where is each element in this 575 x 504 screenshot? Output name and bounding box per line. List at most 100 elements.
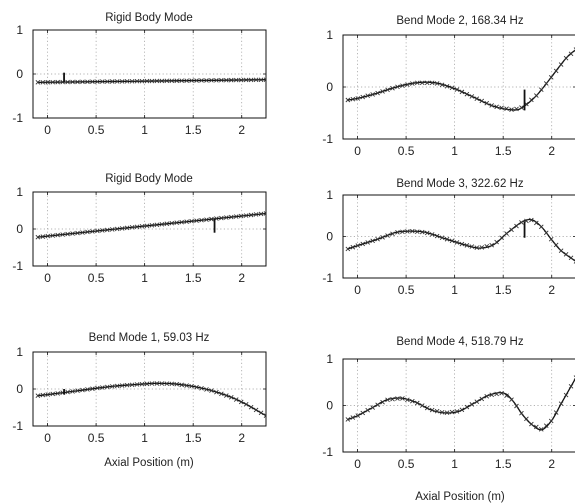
measured-point	[253, 212, 259, 217]
panel-rigid-body-mode-2: Rigid Body Mode 0 0.5 1 1.5 2 -1 0 1	[12, 173, 267, 285]
measured-point	[514, 403, 519, 409]
measured-point	[129, 225, 135, 230]
measured-point	[169, 220, 175, 226]
x-tick-label: 0	[354, 144, 361, 158]
y-tick-label: 0	[326, 80, 333, 94]
measured-point	[228, 394, 234, 400]
measured-point	[563, 55, 569, 61]
measured-point	[395, 396, 400, 401]
x-tick-label: 1	[451, 144, 458, 158]
measured-point	[439, 409, 445, 415]
measured-point	[449, 409, 455, 415]
measured-point	[224, 77, 229, 83]
measured-point	[568, 255, 574, 261]
measured-point	[204, 387, 209, 392]
measured-point	[434, 81, 440, 86]
measured-point	[514, 223, 519, 229]
measured-point	[243, 402, 249, 407]
x-tick-label: 2	[548, 144, 555, 158]
measured-point	[70, 79, 75, 85]
x-tick-label: 2	[548, 283, 555, 297]
measured-point	[558, 62, 564, 67]
measured-point	[499, 390, 504, 396]
measured-point	[214, 389, 219, 395]
measured-point	[159, 381, 165, 386]
measured-point	[355, 413, 361, 418]
measured-point	[70, 389, 75, 394]
mode-shape-line	[347, 49, 575, 111]
measured-point	[50, 233, 56, 238]
measured-point	[189, 78, 194, 83]
measured-point	[434, 408, 440, 414]
measured-point	[85, 387, 90, 392]
measured-point	[209, 216, 214, 222]
measured-point	[553, 68, 559, 74]
measured-point	[529, 97, 534, 103]
measured-point	[390, 396, 395, 402]
measured-point	[504, 231, 509, 236]
measured-point	[370, 92, 375, 97]
x-tick-label: 1	[451, 457, 458, 471]
measured-point	[189, 383, 194, 389]
measured-point	[494, 104, 499, 110]
y-tick-label: -1	[12, 259, 23, 273]
measured-point	[414, 400, 420, 406]
measured-point	[119, 79, 125, 84]
measured-point	[80, 387, 85, 393]
measured-point	[345, 97, 351, 103]
x-tick-label: 2	[548, 457, 555, 471]
measured-point	[60, 232, 65, 237]
x-tick-label: 0.5	[398, 457, 415, 471]
measured-point	[395, 229, 400, 235]
measured-point	[365, 407, 371, 413]
measured-point	[424, 405, 430, 411]
measured-point	[263, 211, 266, 216]
measured-point	[548, 236, 554, 242]
measured-point	[114, 79, 120, 84]
measured-point	[35, 80, 41, 85]
measured-point	[360, 241, 366, 247]
measured-point	[548, 418, 554, 424]
measured-point	[499, 105, 504, 111]
x-tick-label: 2	[238, 431, 245, 445]
measured-point	[474, 245, 480, 250]
measured-point	[85, 79, 90, 85]
measured-point	[489, 103, 495, 108]
measured-point	[484, 244, 490, 249]
measured-point	[184, 219, 189, 225]
measured-point	[563, 392, 569, 398]
measured-point	[154, 222, 160, 228]
measured-point	[40, 234, 46, 239]
measured-point	[345, 246, 351, 252]
panel-bend-mode-3: Bend Mode 3, 322.62 Hz 0 0.5 1 1.5 2 -1 0 1	[322, 178, 575, 297]
measured-point	[405, 229, 410, 234]
measured-point	[100, 385, 105, 390]
measured-point	[534, 93, 539, 98]
measured-point	[159, 78, 165, 84]
x-tick-label: 1.5	[495, 283, 512, 297]
measured-point	[568, 51, 574, 57]
measured-point	[514, 106, 519, 112]
measured-point	[454, 240, 460, 245]
measured-point	[499, 235, 504, 241]
measured-point	[350, 415, 356, 420]
measured-point	[219, 215, 224, 221]
x-tick-label: 1.5	[495, 144, 512, 158]
measured-point	[400, 229, 405, 235]
measured-point	[204, 78, 209, 83]
measured-point	[104, 227, 110, 233]
panel-bend-mode-1: Bend Mode 1, 59.03 Hz Axial Position (m)…	[12, 332, 267, 469]
x-tick-label: 1	[451, 283, 458, 297]
measured-point	[114, 383, 120, 389]
measured-point	[258, 77, 264, 83]
measured-point	[209, 388, 214, 393]
measured-point	[219, 77, 224, 83]
measured-point	[509, 397, 514, 403]
measured-point	[114, 226, 120, 232]
measured-point	[355, 96, 361, 101]
measured-point	[129, 78, 135, 84]
measured-point	[529, 217, 534, 223]
measured-point	[385, 87, 390, 93]
measured-point	[419, 229, 425, 235]
